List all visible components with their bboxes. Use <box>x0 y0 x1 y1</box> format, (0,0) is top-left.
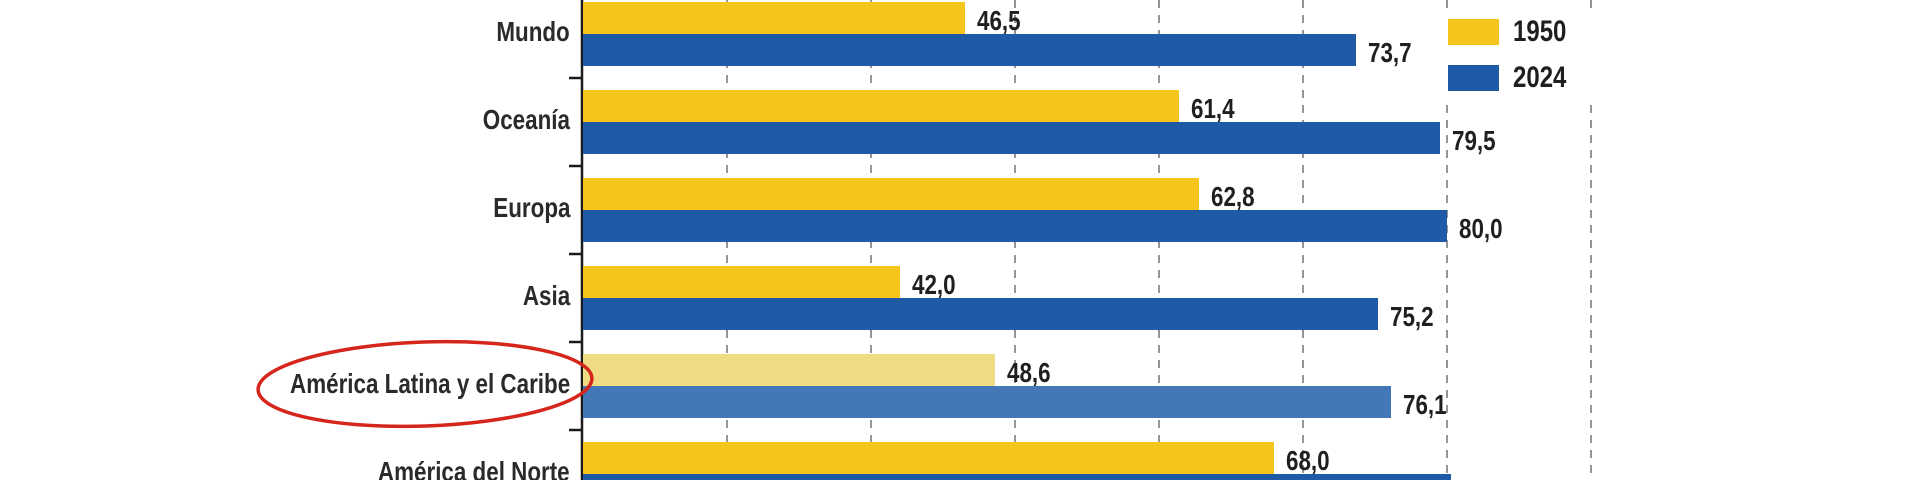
value-label-2024-1: 73,7 <box>1368 37 1412 68</box>
bar-2024-2 <box>583 122 1440 154</box>
bar-1950-6 <box>583 442 1275 474</box>
value-label-1950-6: 68,0 <box>1286 445 1330 476</box>
value-label-2024-5: 76,1 <box>1402 389 1447 420</box>
legend-item-2024: 2024 <box>1448 61 1580 95</box>
bar-1950-2 <box>583 90 1180 122</box>
bar-1950-1 <box>583 2 965 34</box>
legend-item-1950: 1950 <box>1448 15 1580 49</box>
category-label-1: Mundo <box>496 16 570 47</box>
category-label-3: Europa <box>492 192 570 223</box>
bar-1950-5 <box>583 354 995 386</box>
value-label-1950-5: 48,6 <box>1006 357 1051 388</box>
category-label-4: Asia <box>522 280 570 311</box>
category-label-6: América del Norte <box>378 456 570 480</box>
bar-2024-3 <box>583 210 1447 242</box>
value-label-1950-2: 61,4 <box>1191 93 1235 124</box>
bar-2024-1 <box>583 34 1357 66</box>
value-label-2024-3: 80,0 <box>1459 213 1503 244</box>
legend-label-1950: 1950 <box>1513 15 1567 48</box>
category-label-5: América Latina y el Caribe <box>289 368 570 399</box>
value-label-1950-3: 62,8 <box>1211 181 1255 212</box>
value-label-1950-1: 46,5 <box>976 5 1021 36</box>
value-label-1950-4: 42,0 <box>911 269 956 300</box>
legend-swatch-2024 <box>1448 65 1499 91</box>
category-label-2: Oceanía <box>482 104 570 135</box>
value-label-2024-2: 79,5 <box>1451 125 1496 156</box>
value-label-2024-6: 80,3 <box>1463 477 1507 480</box>
bar-2024-4 <box>583 298 1378 330</box>
legend-label-2024: 2024 <box>1513 61 1567 94</box>
bar-1950-4 <box>583 266 900 298</box>
bar-1950-3 <box>583 178 1200 210</box>
value-label-2024-4: 75,2 <box>1389 301 1434 332</box>
bar-2024-5 <box>583 386 1391 418</box>
bar-2024-6 <box>583 474 1452 480</box>
legend-swatch-1950 <box>1448 19 1499 45</box>
